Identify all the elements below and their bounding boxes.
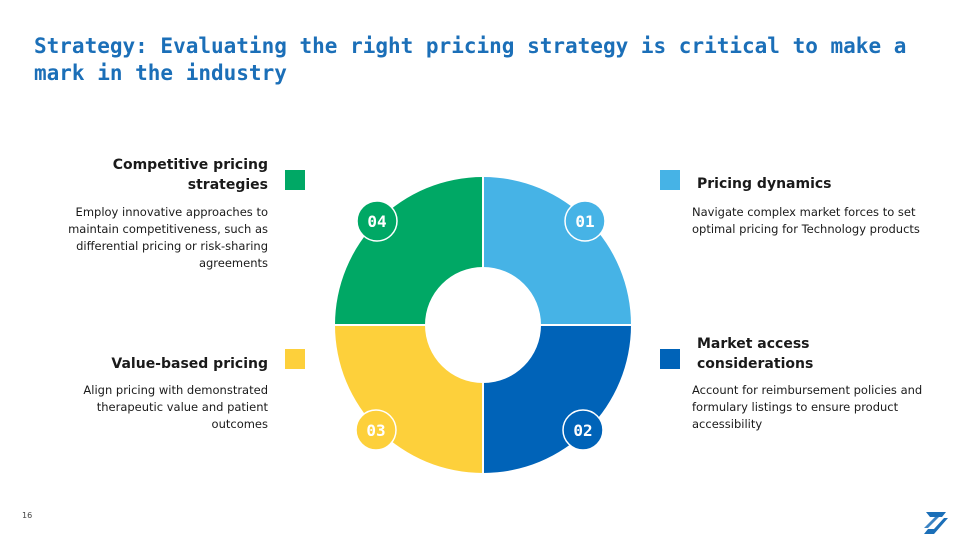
- item-02-title: Market access considerations: [697, 336, 814, 372]
- item-02-desc: Account for reimbursement policies and f…: [692, 383, 923, 431]
- item-01-title: Pricing dynamics: [697, 176, 832, 192]
- segment-02: [483, 325, 631, 473]
- legend-square-04: [285, 170, 305, 190]
- segment-04: [335, 177, 483, 325]
- badge-01: 01: [564, 200, 606, 242]
- item-04-title: Competitive pricing strategies: [112, 157, 268, 193]
- badge-02: 02: [562, 409, 604, 451]
- legend-square-01: [660, 170, 680, 190]
- badge-04: 04: [356, 200, 398, 242]
- segment-03: [335, 325, 483, 473]
- badge-02-label: 02: [573, 421, 592, 440]
- legend-square-02: [660, 349, 680, 369]
- company-logo-icon: [924, 512, 948, 534]
- legend-square-03: [285, 349, 305, 369]
- item-04-desc: Employ innovative approaches to maintain…: [68, 205, 268, 270]
- badge-01-label: 01: [575, 212, 594, 231]
- badge-03: 03: [355, 409, 397, 451]
- page-title: Strategy: Evaluating the right pricing s…: [34, 34, 907, 85]
- segment-01: [483, 177, 631, 325]
- item-03-title: Value-based pricing: [111, 356, 268, 372]
- badge-04-label: 04: [367, 212, 386, 231]
- badge-03-label: 03: [366, 421, 385, 440]
- item-01-desc: Navigate complex market forces to set op…: [692, 205, 920, 236]
- item-03-desc: Align pricing with demonstrated therapeu…: [83, 383, 268, 431]
- page-number: 16: [22, 511, 33, 520]
